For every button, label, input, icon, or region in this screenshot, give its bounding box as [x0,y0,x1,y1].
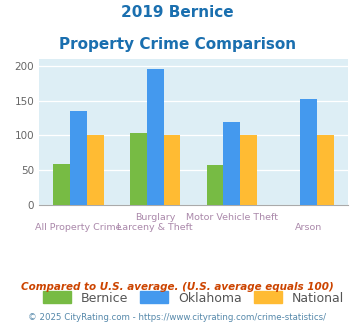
Bar [223,122,240,205]
Bar [240,135,257,205]
Bar [147,69,164,205]
Bar [164,135,180,205]
Bar [130,133,147,205]
Text: © 2025 CityRating.com - https://www.cityrating.com/crime-statistics/: © 2025 CityRating.com - https://www.city… [28,313,327,322]
Legend: Bernice, Oklahoma, National: Bernice, Oklahoma, National [38,286,349,310]
Bar [53,164,70,205]
Text: Burglary: Burglary [135,213,175,222]
Text: Property Crime Comparison: Property Crime Comparison [59,37,296,52]
Text: Compared to U.S. average. (U.S. average equals 100): Compared to U.S. average. (U.S. average … [21,282,334,292]
Text: Larceny & Theft: Larceny & Theft [117,223,193,232]
Bar [70,111,87,205]
Bar [317,135,334,205]
Bar [207,165,223,205]
Text: Arson: Arson [295,223,322,232]
Bar [87,135,104,205]
Text: All Property Crime: All Property Crime [35,223,122,232]
Text: Motor Vehicle Theft: Motor Vehicle Theft [186,213,278,222]
Bar [300,99,317,205]
Text: 2019 Bernice: 2019 Bernice [121,5,234,20]
